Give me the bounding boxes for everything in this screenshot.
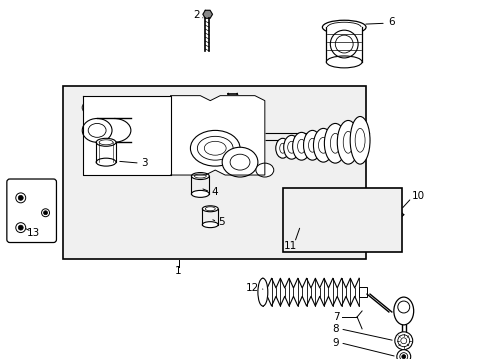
Ellipse shape <box>394 332 412 350</box>
Bar <box>63 86 366 260</box>
Ellipse shape <box>291 204 313 226</box>
Bar <box>325 27 361 62</box>
FancyBboxPatch shape <box>7 179 56 243</box>
Ellipse shape <box>43 211 47 215</box>
Ellipse shape <box>18 195 23 201</box>
Ellipse shape <box>275 138 289 158</box>
Text: 10: 10 <box>411 191 424 201</box>
Ellipse shape <box>18 225 23 230</box>
Ellipse shape <box>191 172 209 180</box>
Ellipse shape <box>82 100 104 116</box>
Ellipse shape <box>16 193 26 203</box>
Text: 12: 12 <box>245 283 258 293</box>
Text: 4: 4 <box>211 187 218 197</box>
Ellipse shape <box>255 163 273 177</box>
Ellipse shape <box>325 56 361 68</box>
Text: 2: 2 <box>193 10 199 20</box>
Text: 6: 6 <box>387 17 394 27</box>
Polygon shape <box>203 10 212 18</box>
Ellipse shape <box>401 355 405 359</box>
Text: 5: 5 <box>218 217 224 227</box>
Ellipse shape <box>96 138 116 146</box>
Ellipse shape <box>396 350 410 360</box>
Ellipse shape <box>322 20 366 34</box>
Text: 11: 11 <box>284 242 297 252</box>
Ellipse shape <box>349 117 369 164</box>
Text: 3: 3 <box>141 158 147 168</box>
Ellipse shape <box>96 158 116 166</box>
Ellipse shape <box>283 135 299 159</box>
Text: 8: 8 <box>332 324 339 334</box>
Ellipse shape <box>202 206 218 212</box>
Ellipse shape <box>16 223 26 233</box>
Ellipse shape <box>190 130 240 166</box>
Ellipse shape <box>292 132 310 160</box>
Ellipse shape <box>313 129 333 162</box>
Ellipse shape <box>257 278 267 306</box>
Ellipse shape <box>82 118 112 142</box>
Polygon shape <box>83 96 170 175</box>
Bar <box>282 188 401 252</box>
Ellipse shape <box>324 123 346 163</box>
Ellipse shape <box>222 147 257 177</box>
Ellipse shape <box>191 190 209 197</box>
Text: 9: 9 <box>332 338 339 348</box>
Ellipse shape <box>202 222 218 228</box>
Ellipse shape <box>393 297 413 325</box>
Ellipse shape <box>337 121 358 164</box>
Text: 1: 1 <box>175 266 182 276</box>
Ellipse shape <box>303 130 321 160</box>
Bar <box>358 287 366 297</box>
Polygon shape <box>170 96 264 175</box>
Ellipse shape <box>41 209 49 217</box>
Text: 7: 7 <box>332 312 339 322</box>
Text: 13: 13 <box>27 228 40 238</box>
